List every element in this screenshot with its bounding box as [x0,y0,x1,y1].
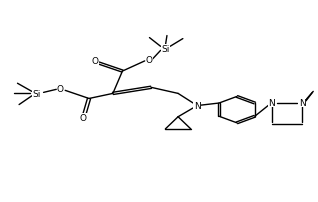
Text: O: O [92,57,99,66]
Text: O: O [146,56,153,64]
Text: Si: Si [32,89,41,98]
Text: N: N [268,99,275,107]
Text: Si: Si [161,45,169,54]
Text: O: O [57,84,64,93]
Text: N: N [194,102,201,110]
Text: N: N [299,99,306,107]
Text: O: O [79,114,86,123]
